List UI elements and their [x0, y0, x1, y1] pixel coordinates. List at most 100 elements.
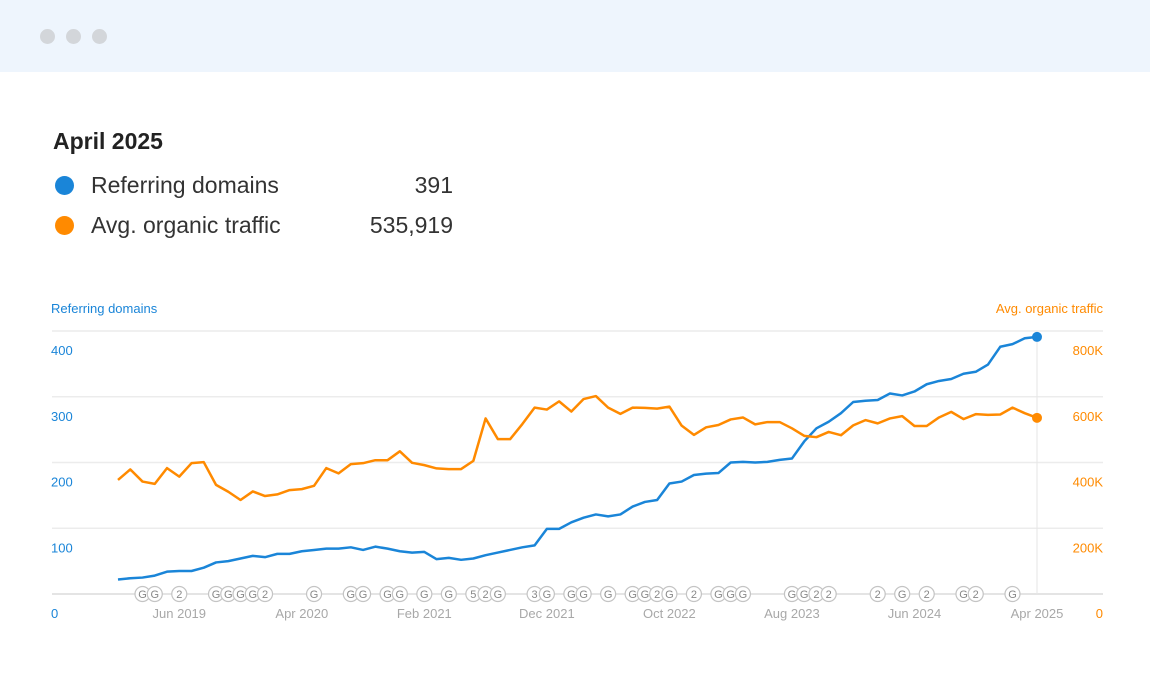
annotation-label: 2 — [262, 589, 268, 601]
annotation-marker: 2 — [171, 585, 188, 603]
left-tick-label: 200 — [51, 475, 73, 490]
annotation-marker: 2 — [869, 585, 886, 603]
annotation-label: G — [1008, 589, 1017, 601]
annotation-circle[interactable] — [391, 585, 408, 603]
series-line-referring-domains — [117, 335, 1038, 581]
annotation-circle[interactable] — [820, 585, 837, 603]
annotation-circle[interactable] — [538, 585, 555, 603]
right-tick-label: 0 — [1096, 606, 1103, 621]
annotation-label: G — [714, 589, 723, 601]
annotation-circle[interactable] — [918, 585, 935, 603]
right-tick-label: 400K — [1073, 475, 1104, 490]
annotation-circle[interactable] — [305, 585, 323, 603]
legend-label: Referring domains — [91, 172, 279, 198]
annotation-label: G — [543, 589, 552, 601]
right-axis-title: Avg. organic traffic — [996, 301, 1104, 316]
annotation-marker: G — [1004, 585, 1021, 603]
annotation-circle[interactable] — [685, 585, 703, 603]
annotation-marker: 2 — [685, 585, 703, 603]
annotation-marker: G — [894, 585, 911, 603]
annotation-label: G — [898, 589, 907, 601]
window-titlebar — [0, 0, 1150, 72]
right-tick-label: 600K — [1073, 409, 1104, 424]
annotation-label: 2 — [875, 589, 881, 601]
blue-dot-icon — [55, 176, 74, 195]
annotation-label: 2 — [691, 589, 697, 601]
annotation-marker: 3 — [526, 585, 543, 603]
annotation-marker: G — [575, 585, 592, 603]
annotation-label: 2 — [826, 589, 832, 601]
annotation-label: 2 — [973, 589, 979, 601]
annotation-marker: 2 — [967, 585, 984, 603]
annotation-circle[interactable] — [171, 585, 188, 603]
annotation-circle[interactable] — [1004, 585, 1021, 603]
annotation-circle[interactable] — [256, 585, 274, 603]
left-tick-label: 300 — [51, 409, 73, 424]
annotation-label: 5 — [470, 589, 476, 601]
annotation-circle[interactable] — [894, 585, 911, 603]
annotation-circle[interactable] — [869, 585, 886, 603]
annotation-marker: G — [220, 585, 237, 603]
annotation-label: 2 — [654, 589, 660, 601]
annotation-label: G — [150, 589, 159, 601]
window-maximize-dot[interactable] — [92, 29, 107, 44]
annotation-circle[interactable] — [600, 585, 617, 603]
annotation-marker: G — [305, 585, 323, 603]
annotation-circle[interactable] — [146, 585, 163, 603]
annotation-label: G — [383, 589, 392, 601]
x-tick-label: Aug 2023 — [764, 606, 820, 621]
annotation-label: G — [604, 589, 613, 601]
x-tick-label: Feb 2021 — [397, 606, 452, 621]
annotation-label: G — [420, 589, 429, 601]
orange-dot-icon — [55, 216, 74, 235]
annotation-marker: G — [538, 585, 555, 603]
left-tick-label: 0 — [51, 606, 58, 621]
annotation-circle[interactable] — [354, 585, 372, 603]
left-tick-label: 100 — [51, 540, 73, 555]
x-tick-label: Jun 2024 — [888, 606, 942, 621]
x-tick-label: Apr 2020 — [275, 606, 328, 621]
annotation-circle[interactable] — [440, 585, 457, 603]
window-close-dot[interactable] — [40, 29, 55, 44]
annotation-label: G — [249, 589, 258, 601]
x-tick-label: Oct 2022 — [643, 606, 696, 621]
annotation-label: G — [579, 589, 588, 601]
annotation-label: G — [800, 589, 809, 601]
x-tick-label: Jun 2019 — [153, 606, 207, 621]
annotation-circle[interactable] — [734, 585, 752, 603]
annotation-circle[interactable] — [575, 585, 592, 603]
legend-value: 535,919 — [369, 212, 453, 238]
annotation-label: 3 — [532, 589, 538, 601]
annotation-label: G — [138, 589, 147, 601]
annotation-marker: G — [489, 585, 506, 603]
annotation-label: G — [396, 589, 405, 601]
annotation-label: G — [347, 589, 356, 601]
annotation-label: 2 — [176, 589, 182, 601]
summary-title: April 2025 — [53, 128, 163, 154]
annotation-marker: G — [440, 585, 457, 603]
annotation-marker: G — [661, 585, 678, 603]
annotation-circle[interactable] — [416, 585, 433, 603]
right-tick-label: 800K — [1073, 343, 1104, 358]
annotation-marker: G — [416, 585, 433, 603]
legend-label: Avg. organic traffic — [91, 212, 281, 238]
annotation-label: G — [236, 589, 245, 601]
annotation-marker: G — [354, 585, 372, 603]
annotation-marker: 2 — [918, 585, 935, 603]
legend-referring-domains: Referring domains 391 — [53, 170, 453, 200]
annotation-marker: G — [734, 585, 752, 603]
annotation-marker: G — [391, 585, 408, 603]
annotation-circle[interactable] — [661, 585, 678, 603]
legend-value: 391 — [414, 172, 453, 198]
x-tick-label: Apr 2025 — [1011, 606, 1064, 621]
series-end-point — [1032, 412, 1042, 423]
annotation-label: 2 — [813, 589, 819, 601]
annotation-marker: G — [146, 585, 163, 603]
annotation-label: G — [788, 589, 797, 601]
window-minimize-dot[interactable] — [66, 29, 81, 44]
annotation-circle[interactable] — [489, 585, 506, 603]
annotation-circle[interactable] — [967, 585, 984, 603]
annotation-marker: 2 — [820, 585, 837, 603]
annotation-label: 2 — [483, 589, 489, 601]
series-line-avg-organic-traffic — [117, 394, 1038, 502]
